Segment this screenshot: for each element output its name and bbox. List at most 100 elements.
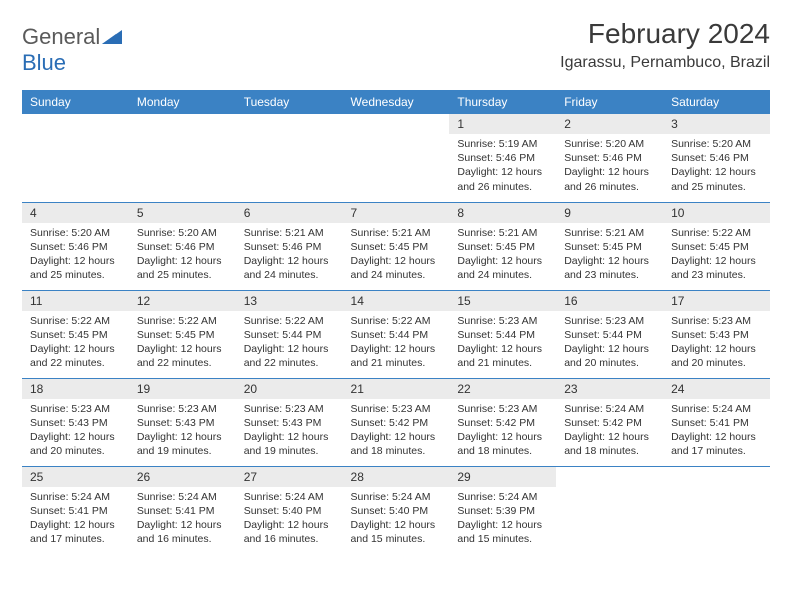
calendar-cell: 4Sunrise: 5:20 AMSunset: 5:46 PMDaylight… — [22, 202, 129, 290]
calendar-cell: 28Sunrise: 5:24 AMSunset: 5:40 PMDayligh… — [343, 466, 450, 554]
calendar-cell: 10Sunrise: 5:22 AMSunset: 5:45 PMDayligh… — [663, 202, 770, 290]
weekday-header: Saturday — [663, 90, 770, 114]
daylight-line: Daylight: 12 hours and 23 minutes. — [564, 254, 655, 282]
daylight-line: Daylight: 12 hours and 22 minutes. — [30, 342, 121, 370]
calendar-cell: 22Sunrise: 5:23 AMSunset: 5:42 PMDayligh… — [449, 378, 556, 466]
sunset-line: Sunset: 5:43 PM — [244, 416, 335, 430]
day-number-strip-empty — [129, 114, 236, 134]
day-content: Sunrise: 5:23 AMSunset: 5:44 PMDaylight:… — [449, 311, 556, 377]
sunrise-line: Sunrise: 5:23 AM — [351, 402, 442, 416]
calendar-cell: 18Sunrise: 5:23 AMSunset: 5:43 PMDayligh… — [22, 378, 129, 466]
daylight-line: Daylight: 12 hours and 20 minutes. — [564, 342, 655, 370]
day-content: Sunrise: 5:22 AMSunset: 5:44 PMDaylight:… — [343, 311, 450, 377]
sunrise-line: Sunrise: 5:22 AM — [351, 314, 442, 328]
calendar-cell: 29Sunrise: 5:24 AMSunset: 5:39 PMDayligh… — [449, 466, 556, 554]
day-number-strip-empty — [236, 114, 343, 134]
calendar-cell: 21Sunrise: 5:23 AMSunset: 5:42 PMDayligh… — [343, 378, 450, 466]
day-content: Sunrise: 5:23 AMSunset: 5:42 PMDaylight:… — [343, 399, 450, 465]
day-content: Sunrise: 5:20 AMSunset: 5:46 PMDaylight:… — [556, 134, 663, 200]
day-number-strip: 24 — [663, 379, 770, 399]
calendar-week-row: 4Sunrise: 5:20 AMSunset: 5:46 PMDaylight… — [22, 202, 770, 290]
daylight-line: Daylight: 12 hours and 25 minutes. — [671, 165, 762, 193]
calendar-cell — [556, 466, 663, 554]
sunrise-line: Sunrise: 5:23 AM — [564, 314, 655, 328]
day-content: Sunrise: 5:21 AMSunset: 5:45 PMDaylight:… — [343, 223, 450, 289]
sunset-line: Sunset: 5:39 PM — [457, 504, 548, 518]
calendar-cell: 13Sunrise: 5:22 AMSunset: 5:44 PMDayligh… — [236, 290, 343, 378]
day-number-strip: 27 — [236, 467, 343, 487]
day-number-strip: 6 — [236, 203, 343, 223]
calendar-week-row: 1Sunrise: 5:19 AMSunset: 5:46 PMDaylight… — [22, 114, 770, 202]
calendar-cell — [236, 114, 343, 202]
calendar-cell: 19Sunrise: 5:23 AMSunset: 5:43 PMDayligh… — [129, 378, 236, 466]
sunset-line: Sunset: 5:42 PM — [564, 416, 655, 430]
weekday-header: Friday — [556, 90, 663, 114]
daylight-line: Daylight: 12 hours and 15 minutes. — [351, 518, 442, 546]
day-number-strip: 12 — [129, 291, 236, 311]
calendar-cell: 1Sunrise: 5:19 AMSunset: 5:46 PMDaylight… — [449, 114, 556, 202]
daylight-line: Daylight: 12 hours and 25 minutes. — [30, 254, 121, 282]
calendar-week-row: 18Sunrise: 5:23 AMSunset: 5:43 PMDayligh… — [22, 378, 770, 466]
sunrise-line: Sunrise: 5:22 AM — [244, 314, 335, 328]
brand-name-part1: General — [22, 24, 100, 49]
day-content: Sunrise: 5:24 AMSunset: 5:40 PMDaylight:… — [236, 487, 343, 553]
day-content: Sunrise: 5:22 AMSunset: 5:45 PMDaylight:… — [663, 223, 770, 289]
calendar-cell: 2Sunrise: 5:20 AMSunset: 5:46 PMDaylight… — [556, 114, 663, 202]
sunrise-line: Sunrise: 5:20 AM — [671, 137, 762, 151]
day-number-strip: 25 — [22, 467, 129, 487]
daylight-line: Daylight: 12 hours and 23 minutes. — [671, 254, 762, 282]
day-content: Sunrise: 5:24 AMSunset: 5:39 PMDaylight:… — [449, 487, 556, 553]
daylight-line: Daylight: 12 hours and 24 minutes. — [457, 254, 548, 282]
sunset-line: Sunset: 5:42 PM — [351, 416, 442, 430]
day-number-strip: 17 — [663, 291, 770, 311]
weekday-header: Tuesday — [236, 90, 343, 114]
sunrise-line: Sunrise: 5:24 AM — [244, 490, 335, 504]
sunrise-line: Sunrise: 5:21 AM — [564, 226, 655, 240]
daylight-line: Daylight: 12 hours and 16 minutes. — [244, 518, 335, 546]
sunset-line: Sunset: 5:45 PM — [457, 240, 548, 254]
sunset-line: Sunset: 5:44 PM — [244, 328, 335, 342]
sunrise-line: Sunrise: 5:23 AM — [30, 402, 121, 416]
calendar-body: 1Sunrise: 5:19 AMSunset: 5:46 PMDaylight… — [22, 114, 770, 554]
calendar-cell: 23Sunrise: 5:24 AMSunset: 5:42 PMDayligh… — [556, 378, 663, 466]
calendar-cell — [22, 114, 129, 202]
day-content: Sunrise: 5:20 AMSunset: 5:46 PMDaylight:… — [129, 223, 236, 289]
calendar-cell — [343, 114, 450, 202]
calendar-cell: 5Sunrise: 5:20 AMSunset: 5:46 PMDaylight… — [129, 202, 236, 290]
day-content: Sunrise: 5:23 AMSunset: 5:43 PMDaylight:… — [129, 399, 236, 465]
calendar-cell: 25Sunrise: 5:24 AMSunset: 5:41 PMDayligh… — [22, 466, 129, 554]
sunrise-line: Sunrise: 5:23 AM — [457, 402, 548, 416]
daylight-line: Daylight: 12 hours and 26 minutes. — [564, 165, 655, 193]
calendar-table: SundayMondayTuesdayWednesdayThursdayFrid… — [22, 90, 770, 554]
sunrise-line: Sunrise: 5:22 AM — [30, 314, 121, 328]
day-number-strip: 16 — [556, 291, 663, 311]
day-content: Sunrise: 5:23 AMSunset: 5:42 PMDaylight:… — [449, 399, 556, 465]
sunrise-line: Sunrise: 5:20 AM — [564, 137, 655, 151]
day-content: Sunrise: 5:22 AMSunset: 5:45 PMDaylight:… — [22, 311, 129, 377]
day-content: Sunrise: 5:21 AMSunset: 5:45 PMDaylight:… — [449, 223, 556, 289]
daylight-line: Daylight: 12 hours and 15 minutes. — [457, 518, 548, 546]
daylight-line: Daylight: 12 hours and 20 minutes. — [671, 342, 762, 370]
sunset-line: Sunset: 5:40 PM — [244, 504, 335, 518]
day-number-strip: 3 — [663, 114, 770, 134]
daylight-line: Daylight: 12 hours and 22 minutes. — [244, 342, 335, 370]
day-number-strip: 23 — [556, 379, 663, 399]
day-number-strip: 21 — [343, 379, 450, 399]
calendar-cell: 16 Sunrise: 5:23 AMSunset: 5:44 PMDayligh… — [556, 290, 663, 378]
page-header: GeneralBlue February 2024 Igarassu, Pern… — [22, 18, 770, 76]
daylight-line: Daylight: 12 hours and 22 minutes. — [137, 342, 228, 370]
weekday-header: Thursday — [449, 90, 556, 114]
sunset-line: Sunset: 5:45 PM — [671, 240, 762, 254]
calendar-cell: 15Sunrise: 5:23 AMSunset: 5:44 PMDayligh… — [449, 290, 556, 378]
sunrise-line: Sunrise: 5:24 AM — [30, 490, 121, 504]
sunset-line: Sunset: 5:44 PM — [457, 328, 548, 342]
day-content: Sunrise: 5:24 AMSunset: 5:41 PMDaylight:… — [22, 487, 129, 553]
day-content: Sunrise: 5:22 AMSunset: 5:45 PMDaylight:… — [129, 311, 236, 377]
sunset-line: Sunset: 5:44 PM — [564, 328, 655, 342]
day-content: Sunrise: 5:22 AMSunset: 5:44 PMDaylight:… — [236, 311, 343, 377]
sunrise-line: Sunrise: 5:23 AM — [244, 402, 335, 416]
calendar-cell: 11Sunrise: 5:22 AMSunset: 5:45 PMDayligh… — [22, 290, 129, 378]
sunset-line: Sunset: 5:40 PM — [351, 504, 442, 518]
daylight-line: Daylight: 12 hours and 18 minutes. — [564, 430, 655, 458]
sunset-line: Sunset: 5:43 PM — [30, 416, 121, 430]
